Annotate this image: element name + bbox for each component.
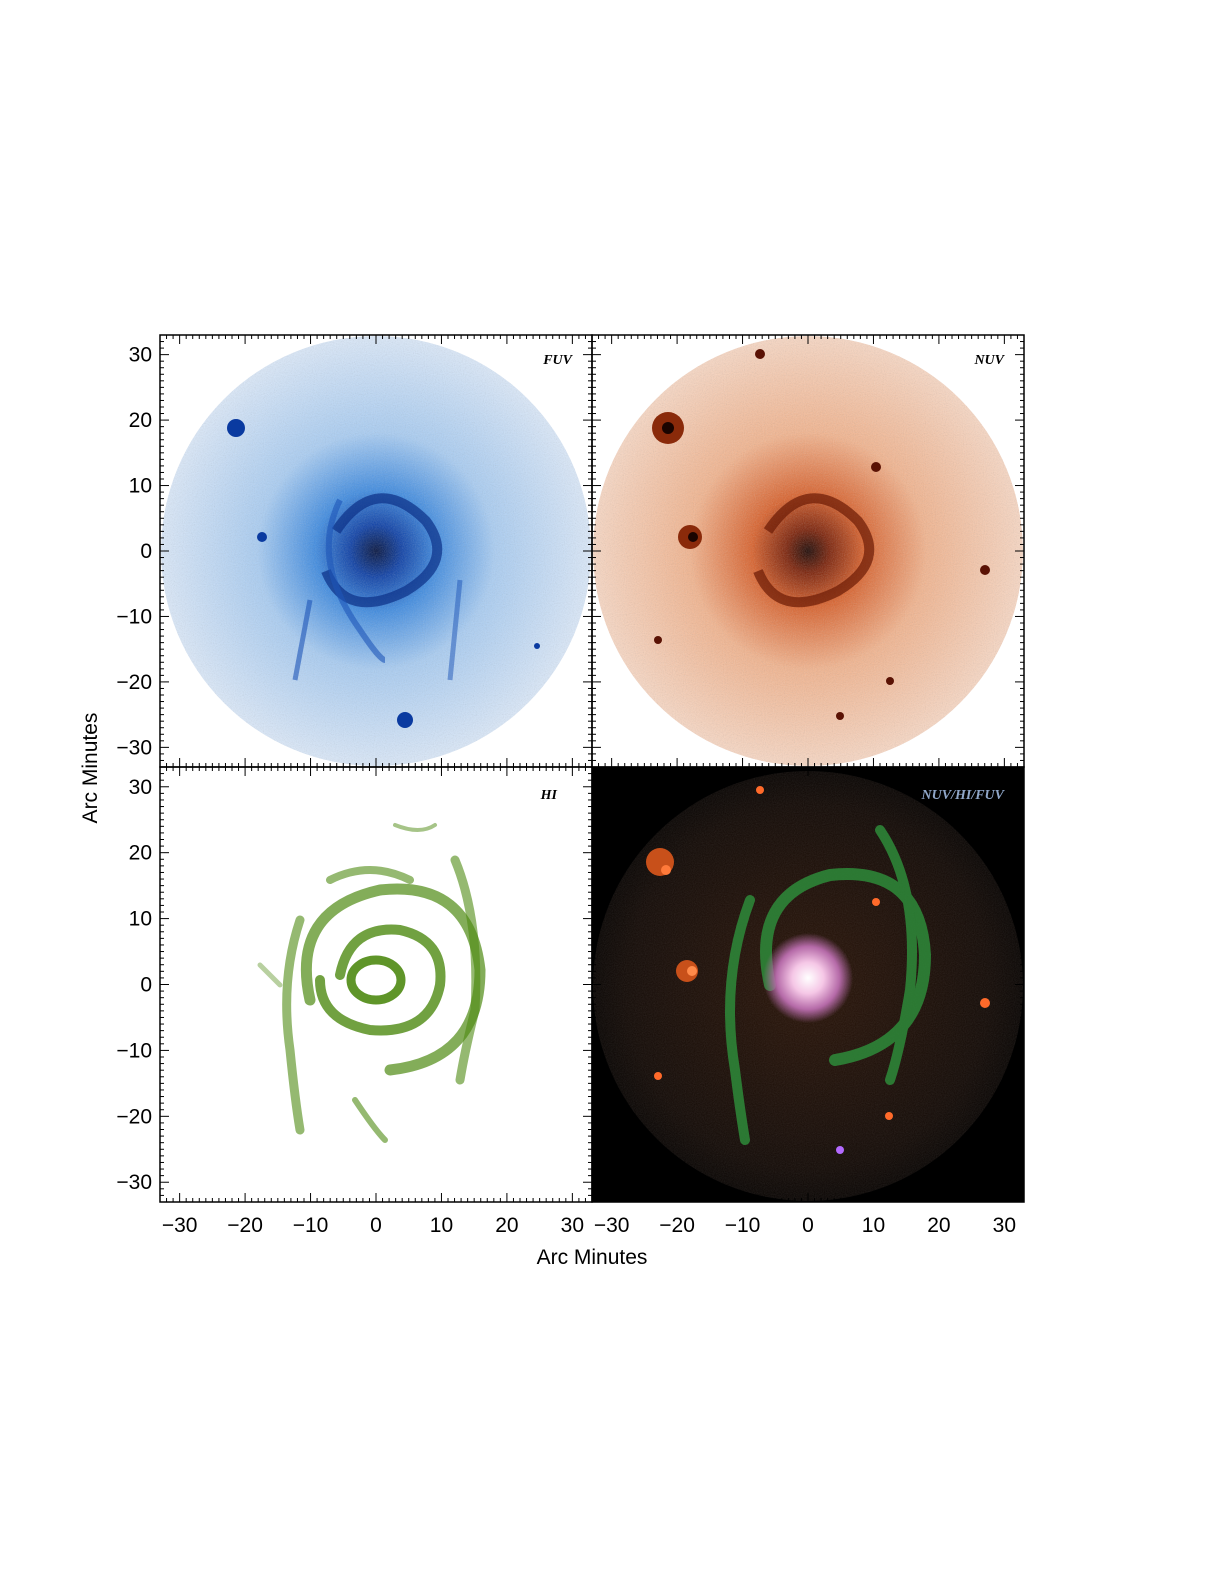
composite-image	[593, 771, 1023, 1201]
y-tick-label: 30	[129, 344, 152, 367]
composite-star	[661, 865, 671, 875]
x-tick-label: 0	[802, 1214, 814, 1237]
fuv-image	[161, 336, 591, 766]
panel-hi-background	[160, 767, 592, 1202]
axes: −30 −20 −10 0 10 20 30 −30 −20 −10 0 10 20 30 −30 −20 −1…	[116, 334, 1025, 1237]
panel-label-fuv: FUV	[542, 353, 573, 368]
fuv-star	[397, 712, 413, 728]
composite-star	[980, 998, 990, 1008]
x-tick-label: 10	[430, 1214, 453, 1237]
composite-star	[687, 966, 697, 976]
x-tick-label: 0	[370, 1214, 382, 1237]
nuv-star	[871, 462, 881, 472]
fuv-star	[534, 643, 540, 649]
panel-label-nuv: NUV	[973, 353, 1005, 368]
x-tick-label: −10	[293, 1214, 329, 1237]
y-tick-label: −30	[116, 736, 152, 759]
composite-star	[885, 1112, 893, 1120]
nuv-star	[662, 422, 674, 434]
y-tick-label: 10	[129, 475, 152, 498]
y-tick-label: −20	[116, 671, 152, 694]
x-tick-label: −20	[227, 1214, 263, 1237]
x-axis-title: Arc Minutes	[537, 1246, 648, 1269]
y-tick-label: 20	[129, 409, 152, 432]
x-tick-label: 10	[862, 1214, 885, 1237]
y-tick-label: −10	[116, 1039, 152, 1062]
y-tick-label: −10	[116, 605, 152, 628]
y-tick-label: 0	[140, 974, 152, 997]
composite-star	[654, 1072, 662, 1080]
panel-composite: NUV/HI/FUV	[592, 767, 1024, 1202]
y-tick-label: 0	[140, 540, 152, 563]
hi-image	[257, 823, 486, 1143]
composite-core	[763, 933, 853, 1023]
panel-hi: HI	[160, 767, 592, 1202]
x-tick-label: 30	[993, 1214, 1016, 1237]
x-tick-label: 20	[495, 1214, 518, 1237]
panel-label-hi: HI	[540, 788, 558, 803]
panel-nuv: NUV	[592, 335, 1024, 767]
x-tick-label: −10	[725, 1214, 761, 1237]
nuv-star	[836, 712, 844, 720]
y-axis-title: Arc Minutes	[79, 713, 102, 824]
fuv-star	[227, 419, 245, 437]
composite-star	[872, 898, 880, 906]
x-tick-label: 30	[561, 1214, 584, 1237]
composite-star	[836, 1146, 844, 1154]
nuv-star	[654, 636, 662, 644]
x-tick-label: −20	[659, 1214, 695, 1237]
y-tick-label: −30	[116, 1171, 152, 1194]
fuv-star	[257, 532, 267, 542]
y-tick-label: 10	[129, 908, 152, 931]
nuv-star	[980, 565, 990, 575]
composite-star	[756, 786, 764, 794]
y-tick-label: 20	[129, 842, 152, 865]
x-tick-label: −30	[594, 1214, 630, 1237]
nuv-star	[688, 532, 698, 542]
x-tick-label: −30	[162, 1214, 198, 1237]
y-tick-label: −20	[116, 1105, 152, 1128]
nuv-image	[593, 336, 1023, 766]
panel-fuv: FUV	[160, 335, 592, 767]
x-tick-label: 20	[927, 1214, 950, 1237]
nuv-star	[755, 349, 765, 359]
y-tick-label: 30	[129, 776, 152, 799]
panel-label-composite: NUV/HI/FUV	[921, 788, 1006, 803]
nuv-star	[886, 677, 894, 685]
